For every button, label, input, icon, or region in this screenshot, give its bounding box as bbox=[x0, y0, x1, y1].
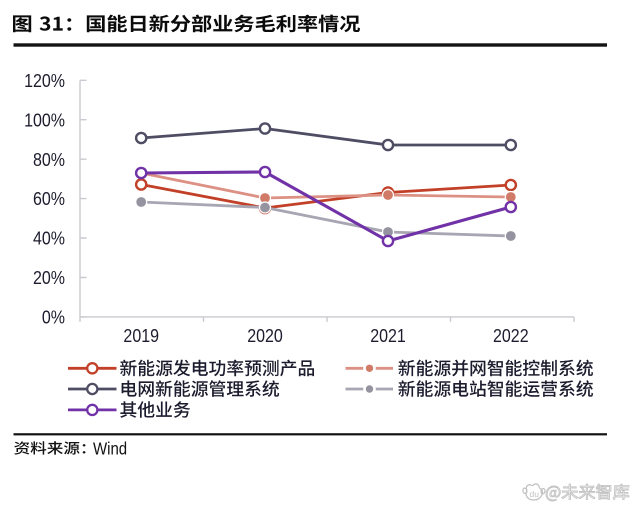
svg-text:2021: 2021 bbox=[370, 325, 406, 346]
svg-text:120%: 120% bbox=[24, 70, 65, 91]
svg-text:2022: 2022 bbox=[493, 325, 529, 346]
svg-text:60%: 60% bbox=[33, 188, 65, 209]
svg-text:Wind: Wind bbox=[93, 439, 127, 458]
svg-text:2019: 2019 bbox=[123, 325, 159, 346]
svg-text:2020: 2020 bbox=[247, 325, 283, 346]
svg-text:100%: 100% bbox=[24, 109, 65, 130]
svg-text:20%: 20% bbox=[33, 267, 65, 288]
svg-text:0%: 0% bbox=[42, 307, 65, 328]
svg-text:40%: 40% bbox=[33, 228, 65, 249]
svg-text:du: du bbox=[530, 489, 540, 499]
svg-text:80%: 80% bbox=[33, 149, 65, 170]
